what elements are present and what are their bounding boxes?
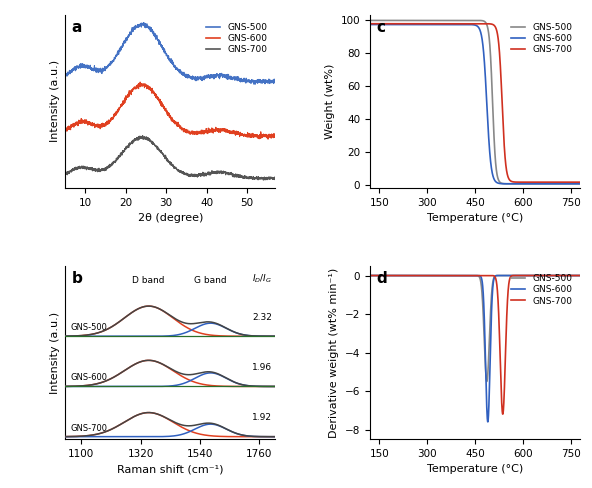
Y-axis label: Derivative weight (wt% min⁻¹): Derivative weight (wt% min⁻¹) <box>329 267 339 438</box>
Text: b: b <box>72 271 82 286</box>
Y-axis label: Intensity (a.u.): Intensity (a.u.) <box>50 60 60 142</box>
Legend: GNS-500, GNS-600, GNS-700: GNS-500, GNS-600, GNS-700 <box>508 19 575 58</box>
Y-axis label: Intensity (a.u.): Intensity (a.u.) <box>50 311 60 394</box>
Text: d: d <box>377 271 387 286</box>
Legend: GNS-500, GNS-600, GNS-700: GNS-500, GNS-600, GNS-700 <box>508 270 575 309</box>
Text: 1.92: 1.92 <box>252 413 272 422</box>
Text: 2.32: 2.32 <box>252 313 272 322</box>
X-axis label: Temperature (°C): Temperature (°C) <box>427 213 523 223</box>
Text: GNS-700: GNS-700 <box>70 424 108 433</box>
Text: c: c <box>377 20 385 35</box>
X-axis label: Raman shift (cm⁻¹): Raman shift (cm⁻¹) <box>117 465 224 474</box>
X-axis label: 2θ (degree): 2θ (degree) <box>137 213 203 223</box>
Legend: GNS-500, GNS-600, GNS-700: GNS-500, GNS-600, GNS-700 <box>203 19 271 58</box>
Y-axis label: Weight (wt%): Weight (wt%) <box>325 63 335 139</box>
Text: D band: D band <box>133 276 165 285</box>
Text: G band: G band <box>194 276 227 285</box>
Text: 1.96: 1.96 <box>252 363 272 372</box>
Text: GNS-500: GNS-500 <box>70 323 107 332</box>
Text: $I_\mathregular{D}/I_\mathregular{G}$: $I_\mathregular{D}/I_\mathregular{G}$ <box>252 272 272 285</box>
Text: GNS-600: GNS-600 <box>70 373 108 383</box>
X-axis label: Temperature (°C): Temperature (°C) <box>427 465 523 474</box>
Text: a: a <box>72 20 82 35</box>
